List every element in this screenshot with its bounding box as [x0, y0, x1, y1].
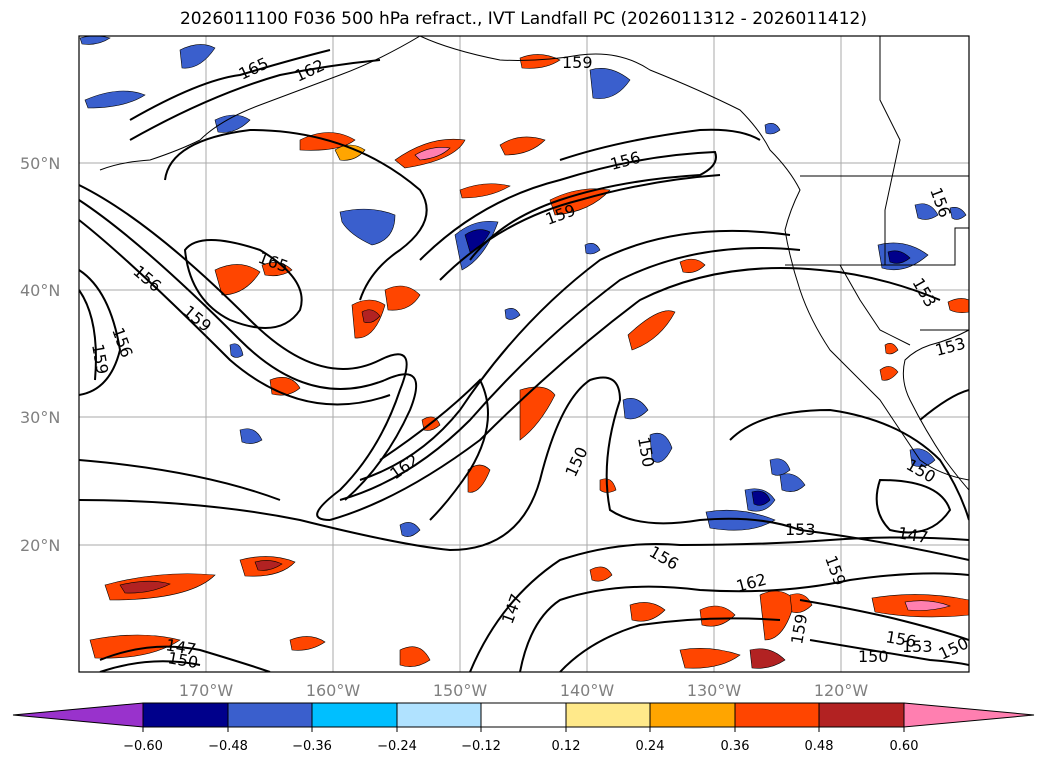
colorbar-segment [818, 702, 905, 728]
contour-label: 153 [785, 520, 816, 539]
colorbar-tick-label: 0.12 [552, 739, 581, 754]
refractivity-contours [79, 49, 969, 672]
colorbar-segment [734, 702, 820, 728]
contour-label: 150 [858, 647, 889, 666]
colorbar-segment [396, 702, 482, 728]
lat-label: 20°N [20, 536, 60, 555]
colorbar-segment [480, 702, 567, 728]
colorbar-segment [565, 702, 651, 728]
lat-label: 30°N [20, 408, 60, 427]
lon-label: 140°W [560, 681, 615, 700]
colorbar-tick-label: 0.36 [721, 739, 750, 754]
colorbar-high-extension [903, 702, 1035, 728]
filled-contours [79, 36, 969, 669]
lon-label: 130°W [687, 681, 742, 700]
lon-label: 160°W [306, 681, 361, 700]
colorbar-tick-label: 0.48 [805, 739, 834, 754]
lon-label: 120°W [814, 681, 869, 700]
lat-label: 50°N [20, 154, 60, 173]
longitude-labels: 170°W 160°W 150°W 140°W 130°W 120°W [179, 681, 869, 700]
colorbar-tick-label: −0.36 [292, 739, 332, 754]
colorbar-segment [227, 702, 313, 728]
colorbar-low-extension [12, 702, 144, 728]
colorbar-tick-labels: −0.60 −0.48 −0.36 −0.24 −0.12 0.12 0.24 … [123, 739, 918, 754]
colorbar-segment [142, 702, 229, 728]
latitude-labels: 50°N 40°N 30°N 20°N [20, 154, 60, 555]
colorbar-segment [311, 702, 398, 728]
colorbar [12, 702, 1035, 728]
colorbar-tick-label: 0.60 [890, 739, 919, 754]
contour-label: 159 [562, 53, 593, 72]
lon-label: 170°W [179, 681, 234, 700]
colorbar-tick-label: −0.48 [208, 739, 248, 754]
colorbar-tick-label: 0.24 [636, 739, 665, 754]
lat-label: 40°N [20, 281, 60, 300]
map-gridlines [79, 36, 969, 672]
colorbar-tick-label: −0.60 [123, 739, 163, 754]
map-frame [78, 35, 970, 673]
colorbar-ticks [142, 727, 905, 732]
colorbar-tick-label: −0.12 [461, 739, 501, 754]
colorbar-tick-label: −0.24 [377, 739, 417, 754]
lon-label: 150°W [433, 681, 488, 700]
coastlines [99, 36, 969, 491]
contour-label: 153 [902, 637, 933, 656]
figure-title: 2026011100 F036 500 hPa refract., IVT La… [179, 9, 867, 29]
colorbar-segment [649, 702, 736, 728]
